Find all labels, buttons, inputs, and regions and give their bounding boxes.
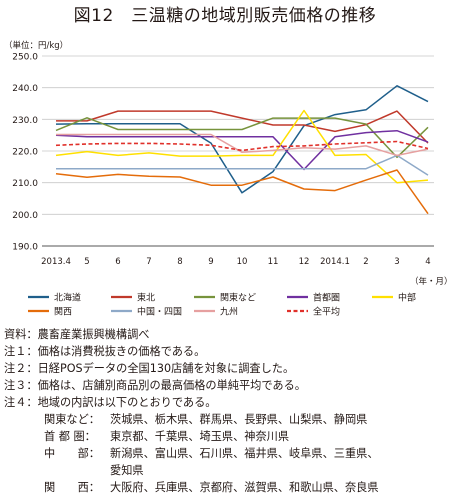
y-tick-label: 190.0 bbox=[12, 243, 38, 253]
series-line bbox=[55, 109, 429, 184]
unit-label: （単位：円/kg） bbox=[4, 40, 68, 51]
legend-label: 東北 bbox=[137, 292, 155, 304]
x-tick-label: 11 bbox=[268, 257, 279, 267]
region-label: 関 西： bbox=[44, 481, 100, 494]
region-line: 首 都 圏： 東京都、千葉県、埼玉県、神奈川県 bbox=[44, 429, 289, 445]
x-tick-label: 7 bbox=[146, 257, 151, 267]
note-line: 資料：農畜産業振興機構調べ bbox=[4, 327, 149, 343]
note-text: 農畜産業振興機構調べ bbox=[37, 328, 150, 341]
x-axis-ticks: 2013.4 5 6 7 8 9 10 11 12 2014.1 2 3 4 bbox=[41, 257, 431, 267]
series-line bbox=[55, 140, 429, 152]
region-line: 愛知県 bbox=[44, 463, 144, 479]
y-tick-label: 240.0 bbox=[12, 84, 38, 94]
x-tick-label: 10 bbox=[237, 257, 248, 267]
x-tick-label: 9 bbox=[208, 257, 213, 267]
legend-label: 首都圏 bbox=[313, 292, 340, 304]
y-tick-label: 250.0 bbox=[12, 53, 38, 63]
legend-item: 北海道 bbox=[28, 292, 81, 304]
x-tick-label: 2014.1 bbox=[320, 257, 350, 267]
note-label: 注４： bbox=[4, 396, 38, 409]
legend-item: 首都圏 bbox=[287, 292, 340, 304]
legend-label: 中国・四国 bbox=[137, 306, 182, 318]
x-tick-label: 2013.4 bbox=[41, 257, 71, 267]
legend-item: 中国・四国 bbox=[111, 306, 182, 318]
note-text: 価格は消費税抜きの価格である。 bbox=[37, 345, 206, 358]
series-line bbox=[56, 133, 429, 157]
region-text: 東京都、千葉県、埼玉県、神奈川県 bbox=[110, 430, 290, 443]
note-line: 注１：価格は消費税抜きの価格である。 bbox=[4, 344, 205, 360]
note-label: 注３： bbox=[4, 379, 38, 392]
x-tick-label: 2 bbox=[363, 257, 368, 267]
legend-label: 中部 bbox=[398, 292, 416, 304]
note-line: 注２：日経POSデータの全国130店舗を対象に調査した。 bbox=[4, 361, 294, 377]
legend-item: 関西 bbox=[28, 307, 72, 318]
legend-item: 中部 bbox=[372, 292, 416, 304]
x-tick-label: 6 bbox=[115, 257, 120, 267]
y-axis-ticks: 190.0 200.0 210.0 220.0 230.0 240.0 250.0 bbox=[12, 53, 38, 253]
x-tick-label: 8 bbox=[177, 257, 182, 267]
region-line: 中 部： 新潟県、富山県、石川県、福井県、岐阜県、三重県、 bbox=[44, 446, 379, 462]
series-line bbox=[55, 85, 429, 194]
series-九州 bbox=[56, 133, 429, 157]
note-text: 日経POSデータの全国130店舗を対象に調査した。 bbox=[37, 362, 295, 375]
legend-item: 九州 bbox=[194, 307, 238, 318]
legend-label: 関東など bbox=[220, 292, 256, 304]
y-tick-label: 210.0 bbox=[12, 179, 38, 189]
note-text: 価格は、店舗別商品別の最高価格の単純平均である。 bbox=[37, 379, 306, 392]
region-label: 中 部： bbox=[44, 447, 100, 460]
region-line: 関東など： 茨城県、栃木県、群馬県、長野県、山梨県、静岡県 bbox=[44, 412, 367, 428]
x-unit-label: （年・月） bbox=[410, 276, 450, 287]
series-中国・四国 bbox=[56, 154, 429, 176]
region-line: 関 西： 大阪府、兵庫県、京都府、滋賀県、和歌山県、奈良県 bbox=[44, 480, 379, 496]
series-line bbox=[55, 169, 429, 215]
series-首都圏 bbox=[55, 129, 429, 171]
note-label: 資料： bbox=[4, 328, 38, 341]
legend-item: 全平均 bbox=[287, 306, 340, 318]
line-chart: （単位：円/kg） （年・月） 190.0 200.0 210.0 220.0 230.… bbox=[4, 40, 450, 318]
note-text: 地域の内訳は以下のとおりである。 bbox=[37, 396, 217, 409]
chart-title: 図12 三温糖の地域別販売価格の推移 bbox=[73, 6, 377, 26]
x-tick-label: 12 bbox=[299, 257, 310, 267]
region-text: 茨城県、栃木県、群馬県、長野県、山梨県、静岡県 bbox=[110, 413, 368, 426]
title-bar: 図12 三温糖の地域別販売価格の推移 bbox=[0, 0, 450, 30]
legend-label: 九州 bbox=[220, 307, 238, 318]
region-text: 愛知県 bbox=[110, 464, 144, 477]
legend-item: 関東など bbox=[194, 292, 256, 304]
note-line: 注３：価格は、店舗別商品別の最高価格の単純平均である。 bbox=[4, 378, 306, 394]
region-text: 新潟県、富山県、石川県、福井県、岐阜県、三重県、 bbox=[110, 447, 379, 460]
series-関西 bbox=[55, 169, 429, 215]
legend-label: 関西 bbox=[54, 307, 72, 318]
series-北海道 bbox=[55, 85, 429, 194]
series-中部 bbox=[55, 109, 429, 184]
series-lines bbox=[55, 85, 429, 215]
x-tick-label: 5 bbox=[84, 257, 89, 267]
region-label: 関東など： bbox=[44, 413, 100, 426]
legend-label: 全平均 bbox=[313, 306, 340, 318]
y-tick-label: 200.0 bbox=[12, 211, 38, 221]
series-全平均 bbox=[55, 140, 429, 152]
series-line bbox=[55, 117, 429, 159]
note-label: 注１： bbox=[4, 345, 38, 358]
legend-item: 東北 bbox=[111, 292, 155, 304]
y-tick-label: 220.0 bbox=[12, 148, 38, 158]
region-label: 首 都 圏： bbox=[44, 430, 96, 443]
note-label: 注２： bbox=[4, 362, 38, 375]
series-関東など bbox=[55, 117, 429, 159]
region-text: 大阪府、兵庫県、京都府、滋賀県、和歌山県、奈良県 bbox=[110, 481, 379, 494]
note-line: 注４：地域の内訳は以下のとおりである。 bbox=[4, 395, 216, 411]
gridlines bbox=[42, 55, 434, 247]
series-line bbox=[55, 129, 429, 171]
legend-label: 北海道 bbox=[54, 292, 81, 304]
x-tick-label: 3 bbox=[394, 257, 399, 267]
y-tick-label: 230.0 bbox=[12, 116, 38, 126]
series-line bbox=[56, 154, 429, 176]
x-tick-label: 4 bbox=[425, 257, 430, 267]
